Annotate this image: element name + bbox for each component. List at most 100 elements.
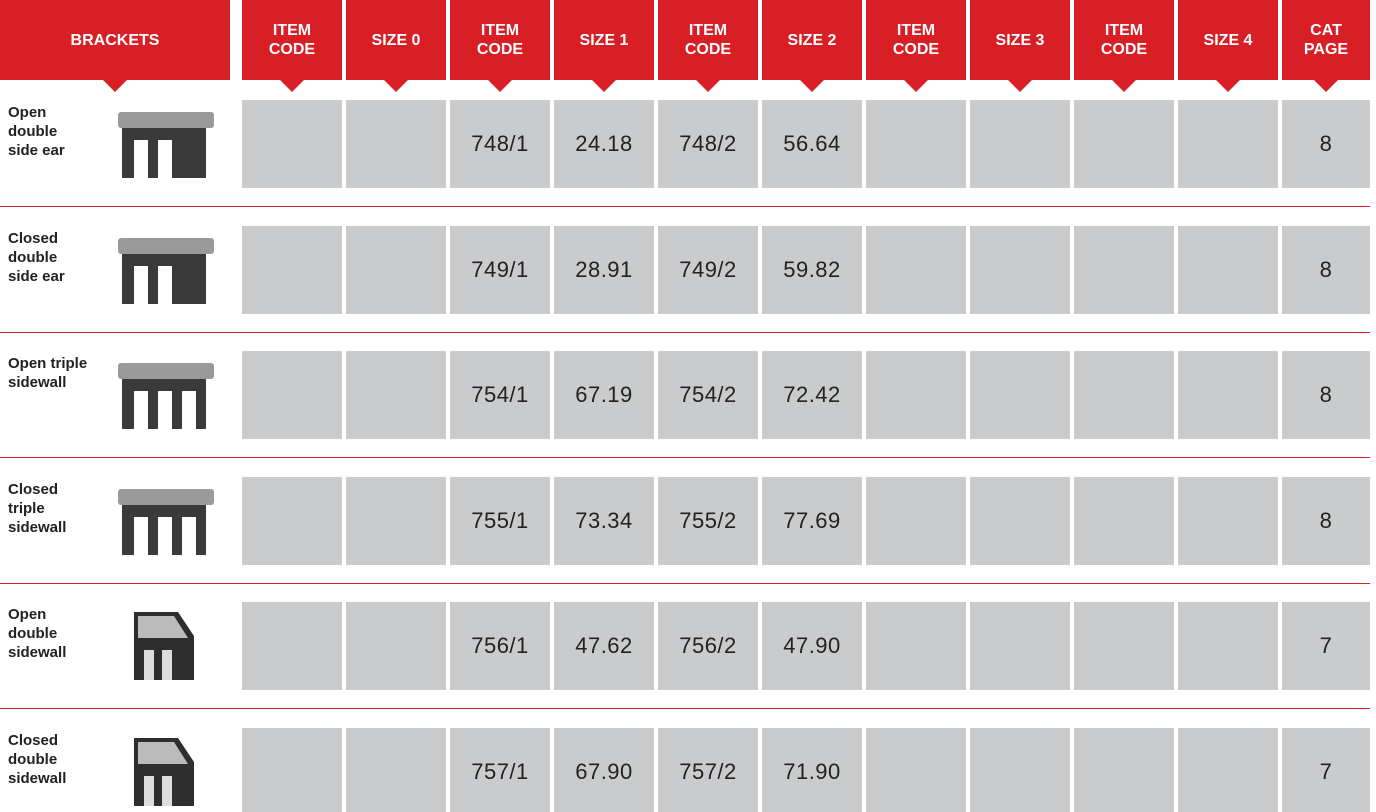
table-cell <box>970 477 1070 565</box>
column-header: SIZE 4 <box>1178 0 1278 80</box>
table-cell <box>866 100 966 188</box>
table-cell <box>970 602 1070 690</box>
column-header-text: SIZE 4 <box>1199 31 1257 50</box>
table-cell <box>866 728 966 812</box>
table-cell <box>242 602 342 690</box>
table-cell <box>346 351 446 439</box>
table-cell: 72.42 <box>762 351 862 439</box>
table-cell <box>346 100 446 188</box>
table-cell <box>970 351 1070 439</box>
table-cell-text: 28.91 <box>575 257 633 283</box>
table-cell: 757/2 <box>658 728 758 812</box>
table-cell: 73.34 <box>554 477 654 565</box>
table-cell <box>346 226 446 314</box>
table-cell-text: 749/1 <box>471 257 529 283</box>
table-cell-text: 67.19 <box>575 382 633 408</box>
table-cell-text: 56.64 <box>783 131 841 157</box>
table-cell-text: 8 <box>1320 131 1333 157</box>
table-cell <box>242 728 342 812</box>
table-cell-text: 754/2 <box>679 382 737 408</box>
table-cell-text: 73.34 <box>575 508 633 534</box>
product-image <box>108 481 220 561</box>
header-notch <box>904 80 928 92</box>
row-label-text: Closed double side ear <box>8 230 65 285</box>
column-header-text: SIZE 0 <box>367 31 425 50</box>
table-cell-text: 7 <box>1320 759 1333 785</box>
row-label-text: Open double side ear <box>8 104 65 159</box>
column-header: ITEM CODE <box>866 0 966 80</box>
column-header-text: SIZE 3 <box>991 31 1049 50</box>
row-divider <box>0 457 1370 458</box>
header-notch <box>280 80 304 92</box>
column-header-text: ITEM CODE <box>471 21 529 59</box>
table-cell: 8 <box>1282 226 1370 314</box>
table-cell <box>970 226 1070 314</box>
table-cell <box>346 728 446 812</box>
header-notch <box>1112 80 1136 92</box>
table-cell <box>970 100 1070 188</box>
row-label: Open double sidewall <box>8 605 90 662</box>
table-cell: 8 <box>1282 477 1370 565</box>
header-notch <box>696 80 720 92</box>
row-divider <box>0 206 1370 207</box>
table-cell-text: 8 <box>1320 257 1333 283</box>
table-cell <box>242 226 342 314</box>
table-cell <box>1178 477 1278 565</box>
table-cell: 749/2 <box>658 226 758 314</box>
column-header-text: CAT PAGE <box>1297 21 1355 59</box>
header-notch <box>103 80 127 92</box>
table-cell: 7 <box>1282 728 1370 812</box>
product-image <box>108 230 220 310</box>
table-cell-text: 47.90 <box>783 633 841 659</box>
table-cell <box>1178 226 1278 314</box>
row-label-text: Open triple sidewall <box>8 355 87 391</box>
header-notch <box>1314 80 1338 92</box>
table-cell <box>970 728 1070 812</box>
table-cell <box>1178 100 1278 188</box>
table-cell-text: 757/1 <box>471 759 529 785</box>
table-cell <box>242 100 342 188</box>
column-header: ITEM CODE <box>242 0 342 80</box>
header-title: BRACKETS <box>0 0 230 80</box>
product-image <box>108 355 220 435</box>
table-cell <box>242 477 342 565</box>
table-cell: 59.82 <box>762 226 862 314</box>
table-cell <box>1074 100 1174 188</box>
table-cell-text: 749/2 <box>679 257 737 283</box>
table-cell <box>1074 351 1174 439</box>
column-header-text: SIZE 2 <box>783 31 841 50</box>
table-cell <box>866 477 966 565</box>
column-header: SIZE 3 <box>970 0 1070 80</box>
row-label: Closed double sidewall <box>8 731 90 788</box>
row-divider <box>0 583 1370 584</box>
table-cell: 7 <box>1282 602 1370 690</box>
table-cell-text: 755/2 <box>679 508 737 534</box>
table-cell-text: 756/2 <box>679 633 737 659</box>
table-cell <box>1074 226 1174 314</box>
header-title-text: BRACKETS <box>71 31 160 50</box>
table-cell <box>866 602 966 690</box>
table-cell-text: 8 <box>1320 508 1333 534</box>
table-cell: 56.64 <box>762 100 862 188</box>
row-label-text: Closed double sidewall <box>8 732 66 787</box>
table-cell-text: 748/1 <box>471 131 529 157</box>
table-cell: 24.18 <box>554 100 654 188</box>
table-cell: 8 <box>1282 351 1370 439</box>
table-cell <box>346 602 446 690</box>
table-cell: 77.69 <box>762 477 862 565</box>
row-label-text: Closed triple sidewall <box>8 481 66 536</box>
header-notch <box>488 80 512 92</box>
table-cell-text: 7 <box>1320 633 1333 659</box>
table-cell-text: 8 <box>1320 382 1333 408</box>
table-cell <box>1178 728 1278 812</box>
table-cell: 749/1 <box>450 226 550 314</box>
table-cell-text: 754/1 <box>471 382 529 408</box>
header-notch <box>800 80 824 92</box>
table-cell-text: 72.42 <box>783 382 841 408</box>
table-cell <box>1074 602 1174 690</box>
table-cell: 757/1 <box>450 728 550 812</box>
table-cell: 71.90 <box>762 728 862 812</box>
table-cell: 47.90 <box>762 602 862 690</box>
table-cell: 28.91 <box>554 226 654 314</box>
row-divider <box>0 332 1370 333</box>
